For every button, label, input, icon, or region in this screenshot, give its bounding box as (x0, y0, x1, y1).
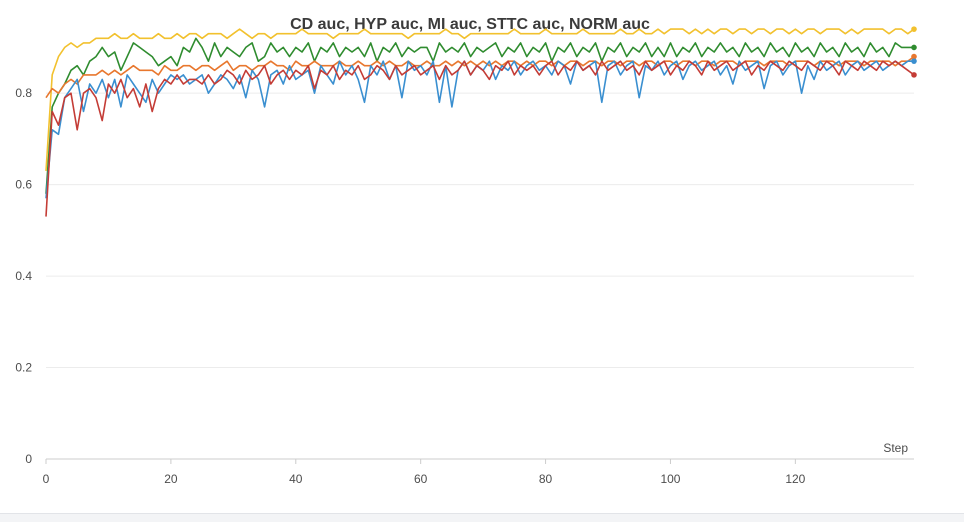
footer-bar (0, 513, 964, 522)
series-line-1 (45, 37, 914, 194)
series-endpoints (911, 26, 917, 78)
x-tick-label: 40 (289, 472, 303, 486)
series-lines (45, 28, 915, 217)
series-endpoint-4 (911, 72, 917, 78)
x-tick-label: 0 (43, 472, 50, 486)
y-tick-label: 0.4 (15, 269, 32, 283)
y-tick-label: 0.2 (15, 361, 32, 375)
x-axis-ticks: 0 20 40 60 80 100 120 (43, 459, 806, 486)
chart-title: CD auc, HYP auc, MI auc, STTC auc, NORM … (290, 16, 650, 33)
series-endpoint-2 (911, 53, 917, 60)
y-tick-label: 0.8 (15, 86, 32, 100)
x-tick-label: 60 (414, 472, 428, 486)
series-line-0 (45, 28, 915, 171)
x-tick-label: 120 (785, 472, 805, 486)
series-endpoint-1 (911, 44, 917, 51)
gridlines (46, 92, 914, 369)
x-tick-label: 100 (660, 472, 680, 486)
series-endpoint-3 (911, 58, 917, 64)
x-axis-label: Step (883, 441, 908, 455)
y-tick-label: 0 (25, 452, 32, 466)
x-tick-label: 20 (164, 472, 178, 486)
y-axis-ticks: 0 0.2 0.4 0.6 0.8 (15, 86, 32, 466)
series-line-4 (45, 60, 915, 217)
series-line-3 (45, 60, 914, 199)
y-tick-label: 0.6 (15, 178, 32, 192)
series-endpoint-0 (911, 26, 917, 32)
x-tick-label: 80 (539, 472, 553, 486)
